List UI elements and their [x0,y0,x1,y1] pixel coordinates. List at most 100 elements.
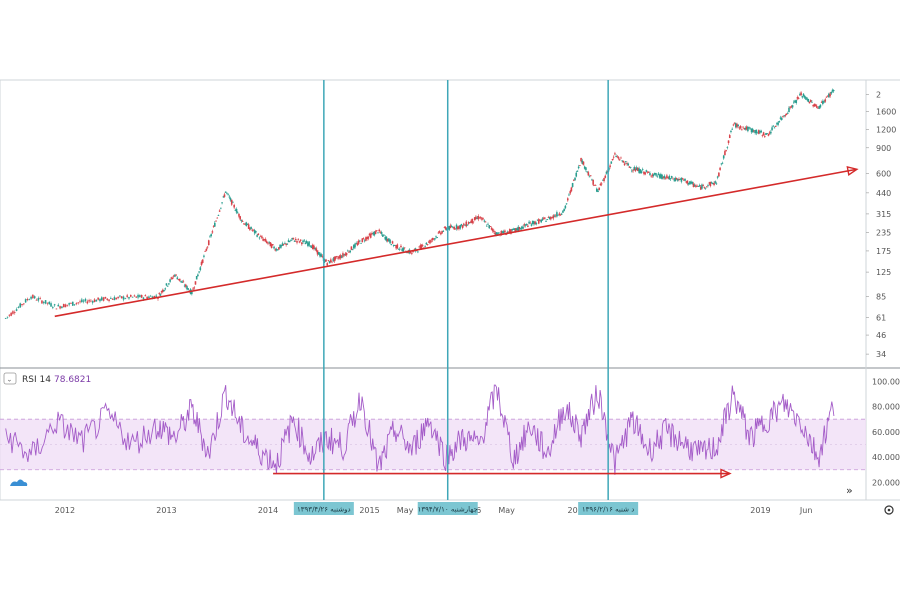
price-candle [574,177,576,181]
price-candle [182,281,185,283]
price-candle [290,240,292,241]
price-candle [420,244,423,250]
price-candle [696,185,698,187]
price-candle [126,295,128,297]
price-candle [818,106,821,109]
price-candle [4,318,7,319]
price-candle [481,217,483,220]
price-candle [650,175,652,177]
price-candle [568,194,570,196]
price-candle [425,242,428,245]
price-candle [168,283,170,285]
price-candle [641,169,644,171]
price-candle [693,185,696,186]
price-candle [796,97,799,99]
chevron-down-icon[interactable]: ⌄ [7,376,13,384]
price-candle [55,308,58,310]
price-candle [562,210,564,213]
price-candles [4,88,835,319]
price-candle [743,127,746,130]
price-candle [434,238,436,240]
price-candle [240,220,243,222]
tradingview-logo-icon[interactable] [10,479,28,487]
price-candle [355,243,358,245]
scroll-right-icon[interactable]: » [846,484,853,497]
price-candle [667,177,669,179]
price-candle [660,174,662,179]
price-candle [545,220,547,222]
price-candle [610,161,613,164]
price-candle [366,237,368,239]
price-candle [384,236,387,240]
trend-line-support [54,168,858,318]
price-candle [618,159,621,161]
time-axis-label: 2012 [55,506,75,515]
date-marker-1: دوشنبه ۱۳۹۳/۴/۲۶ [293,502,354,515]
price-candle [611,158,614,161]
price-candle [517,226,520,231]
price-candle [389,239,391,244]
price-candle [218,210,221,212]
time-axis-label: Jun [799,506,813,515]
price-tick-label: 235 [876,228,891,237]
price-candle [396,244,399,249]
price-candle [831,89,834,92]
price-candle [756,132,759,134]
rsi-collapse-button[interactable] [3,372,17,385]
price-candle [372,233,374,235]
price-candle [227,193,229,195]
price-candle [113,297,116,301]
price-candle [513,228,516,230]
gear-icon[interactable] [884,505,894,515]
price-candle [832,90,835,92]
price-candle [24,299,27,303]
price-candle [493,231,495,233]
price-candle [785,113,788,115]
price-candle [719,167,721,170]
price-candle [674,177,677,182]
time-axis-label: May [498,506,515,515]
price-candle [778,121,781,123]
price-candle [39,298,41,299]
time-axis-label: 2019 [750,506,770,515]
price-candle [464,224,466,226]
price-candle [397,248,400,250]
price-candle [204,250,206,252]
price-candle [177,279,180,280]
price-candle [564,205,567,209]
price-candle [270,244,273,248]
price-candle [646,171,649,173]
price-candle [801,96,804,98]
price-candle [432,238,435,240]
price-candle [597,190,599,193]
price-candle [516,228,518,231]
price-candle [442,231,445,232]
price-candle [736,123,738,128]
price-candle [82,300,85,302]
price-candle [703,187,706,189]
price-candle [716,176,719,178]
price-candle [681,178,684,180]
price-candle [172,275,175,277]
price-candle [28,299,31,301]
price-candle [276,249,279,251]
price-candle [652,174,655,176]
price-candle [135,296,138,298]
price-candle [221,202,223,204]
price-candle [234,209,237,211]
price-candle [348,251,350,253]
price-candle [356,243,359,246]
price-candle [232,201,234,203]
price-candle [612,156,615,158]
price-candle [658,174,661,178]
price-candle [830,91,833,94]
price-candle [130,294,132,297]
price-candle [511,229,513,231]
price-candle [64,304,67,308]
price-candle [789,106,791,108]
price-candle [715,183,718,185]
price-candle [452,227,454,229]
date-marker-label: د شنبه ۱۳۹۶/۲/۱۶ [582,506,634,514]
price-candle [239,216,241,220]
price-candle [280,245,283,247]
